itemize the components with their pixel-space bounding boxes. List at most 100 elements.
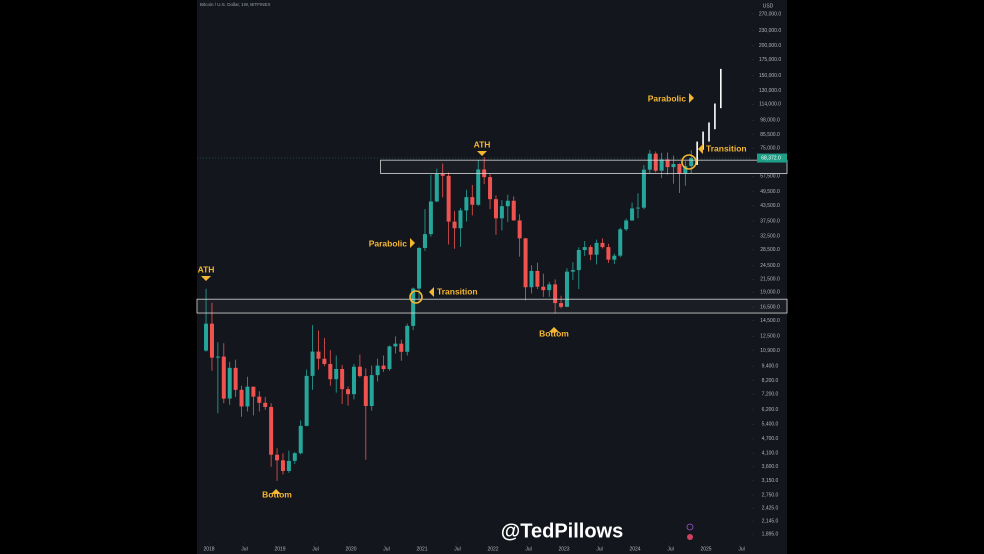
x-tick-label: 2022: [487, 546, 498, 552]
y-tick-label: 175,000.0: [759, 57, 781, 63]
candle-body: [245, 386, 250, 407]
watermark: @TedPillows: [501, 520, 623, 542]
candle-body: [357, 366, 362, 377]
annotation-circle: [409, 290, 423, 304]
y-tick-label: 43,500.0: [760, 203, 780, 209]
y-tick-label: 3,600.0: [762, 464, 779, 470]
y-tick-label: 3,150.0: [762, 478, 779, 484]
candle-body: [464, 197, 469, 211]
candle-body: [328, 363, 333, 380]
x-tick-label: Jul: [383, 546, 389, 552]
projection-bar: [696, 141, 698, 165]
candle-body: [233, 367, 238, 390]
y-tick-label: 1,895.0: [762, 531, 779, 537]
x-tick-label: 2019: [274, 546, 285, 552]
candle-body: [665, 159, 670, 168]
candle-body: [671, 163, 676, 168]
candle-body: [251, 386, 256, 397]
candle-body: [600, 242, 605, 248]
candle-body: [446, 175, 451, 222]
annotation-arrow: [698, 144, 703, 154]
candle-body: [334, 368, 339, 380]
annotation: Bottom: [539, 328, 569, 338]
icon: [686, 523, 694, 531]
candle-body: [369, 375, 374, 406]
candle-body: [559, 303, 564, 307]
y-tick-label: 24,500.0: [760, 263, 780, 269]
candle-body: [635, 207, 640, 209]
annotation-arrow: [201, 276, 211, 281]
candle-body: [624, 220, 629, 230]
candle-body: [553, 284, 558, 304]
candle-body: [363, 376, 368, 406]
candle-body: [257, 396, 262, 403]
y-tick-label: 8,200.0: [762, 378, 779, 384]
x-tick-label: Jul: [738, 546, 744, 552]
candle-body: [239, 389, 244, 407]
y-tick-label: 270,000.0: [759, 11, 781, 17]
x-tick-label: 2024: [629, 546, 640, 552]
candle-body: [204, 323, 209, 351]
candle-body: [683, 166, 688, 174]
candle-body: [618, 229, 623, 256]
candle-body: [322, 358, 327, 364]
last-price-box: [757, 153, 787, 163]
candle-body: [594, 242, 599, 255]
candle-body: [523, 238, 528, 288]
chart-header: Bitcoin / U.S. Dollar, 1W, BITFINEX: [200, 2, 271, 7]
y-tick-label: 57,500.0: [760, 174, 780, 180]
candle-body: [653, 153, 658, 171]
x-tick-label: Jul: [454, 546, 460, 552]
annotation: Parabolic: [648, 93, 687, 103]
y-tick-label: 230,000.0: [759, 28, 781, 34]
y-tick-label: 16,500.0: [760, 304, 780, 310]
candle-body: [612, 255, 617, 260]
x-tick-label: Jul: [525, 546, 531, 552]
candle-body: [529, 270, 534, 288]
candle-body: [535, 270, 540, 287]
candle-body: [298, 425, 303, 454]
candle-body: [606, 247, 611, 260]
candle-body: [677, 163, 682, 174]
candle-body: [452, 221, 457, 229]
y-tick-label: 98,000.0: [760, 118, 780, 124]
candle-body: [659, 159, 664, 171]
candle-body: [582, 247, 587, 251]
candle-body: [280, 460, 285, 471]
projection-bar: [720, 68, 722, 109]
candle-body: [405, 325, 410, 352]
y-tick-label: 4,100.0: [762, 451, 779, 457]
annotation-arrow: [549, 327, 559, 332]
y-tick-label: 200,000.0: [759, 43, 781, 49]
candle-body: [417, 247, 422, 289]
y-tick-label: 130,000.0: [759, 88, 781, 94]
candle-body: [576, 250, 581, 271]
candle-body: [316, 351, 321, 359]
y-tick-label: 5,400.0: [762, 422, 779, 428]
candle-body: [227, 367, 232, 399]
y-tick-label: 9,400.0: [762, 363, 779, 369]
annotation-arrow: [477, 151, 487, 156]
x-tick-label: Jul: [312, 546, 318, 552]
candle-body: [517, 220, 522, 239]
candle-body: [641, 169, 646, 208]
candle-body: [440, 173, 445, 176]
candle-body: [351, 366, 356, 395]
y-tick-label: 10,900.0: [760, 348, 780, 354]
candle-body: [304, 375, 309, 426]
y-tick-label: 4,700.0: [762, 436, 779, 442]
candle-body: [505, 200, 510, 207]
projection-bar: [714, 103, 716, 130]
candle-body: [689, 158, 694, 167]
candle-body: [346, 389, 351, 395]
y-tick-label: 19,000.0: [760, 290, 780, 296]
candle-body: [375, 365, 380, 376]
candle-body: [381, 365, 386, 370]
y-tick-label: 28,500.0: [760, 247, 780, 253]
annotation: Bottom: [262, 489, 292, 499]
annotation: Parabolic: [369, 238, 408, 248]
candle-body: [488, 177, 493, 200]
candle-body: [393, 343, 398, 347]
y-tick-label: 21,500.0: [760, 277, 780, 283]
candle-body: [428, 201, 433, 235]
